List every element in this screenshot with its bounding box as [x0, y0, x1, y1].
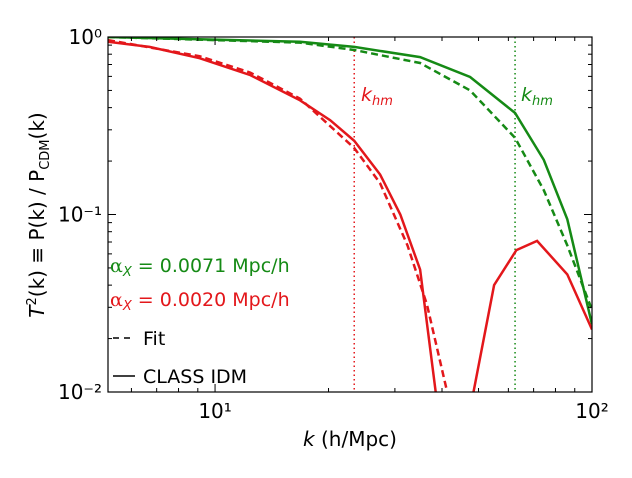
annotation: αX = 0.0020 Mpc/h	[110, 289, 290, 314]
legend-label: CLASS IDM	[143, 366, 247, 388]
annotation-sym: α	[110, 289, 123, 311]
series-line	[108, 38, 449, 392]
annotation-sub: hm	[532, 94, 553, 109]
annotation-text: = 0.0020 Mpc/h	[132, 289, 290, 311]
series-line	[108, 40, 592, 392]
y-tick-label: 10⁻¹	[58, 203, 102, 227]
annotation-var: k	[521, 84, 533, 106]
annotation: khm	[361, 84, 393, 109]
x-label-var: k	[303, 427, 316, 451]
annotation-var: k	[361, 84, 373, 106]
x-label-unit: (h/Mpc)	[315, 427, 397, 451]
annotation: αX = 0.0071 Mpc/h	[110, 255, 290, 280]
y-tick-label: 10⁰	[69, 25, 102, 49]
annotation-sub: hm	[372, 94, 393, 109]
y-axis-label: T2(k) ≡ P(k) / PCDM(k)	[25, 112, 53, 317]
legend-label: Fit	[143, 328, 165, 350]
y-label-part: (k) ≡ P(k) / P	[25, 170, 49, 297]
y-label-part: T	[25, 304, 49, 318]
series-line	[108, 37, 592, 325]
annotation-sub: X	[122, 299, 133, 314]
annotation-text: = 0.0071 Mpc/h	[132, 255, 290, 277]
y-label-part: (k)	[25, 112, 49, 139]
x-axis-label: k (h/Mpc)	[303, 427, 397, 451]
y-label-sup: 2	[25, 297, 40, 305]
y-tick-label: 10⁻²	[58, 380, 102, 404]
plot-area	[108, 37, 592, 392]
x-tick-label: 10²	[575, 399, 608, 423]
annotation: khm	[521, 84, 553, 109]
annotation-sym: α	[110, 255, 123, 277]
annotation-sub: X	[122, 265, 133, 280]
plot-frame	[107, 36, 593, 393]
series-line	[108, 37, 592, 311]
x-tick-label: 10¹	[198, 399, 231, 423]
y-label-sub: CDM	[38, 139, 53, 169]
